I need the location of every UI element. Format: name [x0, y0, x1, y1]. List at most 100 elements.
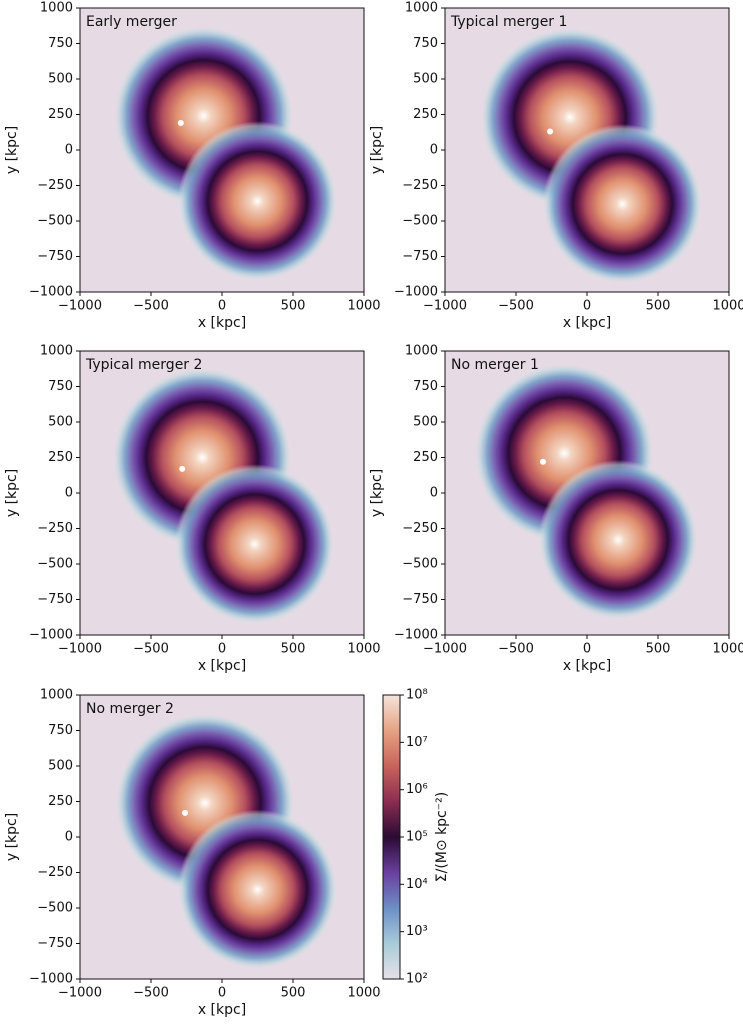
- y-tick-label: −500: [402, 214, 438, 229]
- colorbar-tick-label: 10⁷: [406, 735, 428, 750]
- y-tick-label: 1000: [405, 1, 438, 16]
- y-tick-label: −250: [37, 865, 73, 880]
- y-tick-label: 500: [413, 415, 438, 430]
- y-tick-label: 250: [413, 107, 438, 122]
- density-field: [479, 27, 703, 284]
- x-tick-label: 500: [646, 642, 671, 657]
- y-tick-label: −750: [402, 592, 438, 607]
- x-tick-label: 1000: [712, 299, 743, 314]
- y-axis-label: y [kpc]: [369, 469, 385, 517]
- x-tick-label: −1000: [58, 986, 102, 1001]
- density-field: [113, 25, 338, 282]
- panel: −1000 −500 0 500 1000 −1000 −750 −500 −250 0 250 50…: [369, 1, 743, 332]
- y-tick-label: −1000: [394, 628, 438, 643]
- y-tick-label: −1000: [29, 285, 73, 300]
- x-tick-label: −500: [133, 642, 169, 657]
- y-tick-label: 0: [65, 830, 73, 845]
- y-tick-label: −750: [37, 936, 73, 951]
- colorbar-tick-label: 10⁵: [406, 830, 428, 845]
- y-tick-label: −500: [37, 901, 73, 916]
- subhalo: [179, 465, 186, 472]
- x-axis-label: x [kpc]: [198, 1002, 246, 1018]
- x-tick-label: 500: [281, 986, 306, 1001]
- panel-title: Typical merger 2: [85, 357, 202, 373]
- y-tick-label: −250: [37, 178, 73, 193]
- y-tick-label: −250: [402, 521, 438, 536]
- subhalo: [547, 128, 554, 135]
- x-tick-label: 500: [281, 642, 306, 657]
- y-tick-label: −250: [37, 521, 73, 536]
- y-tick-label: 250: [413, 450, 438, 465]
- y-tick-label: 1000: [40, 688, 73, 703]
- y-tick-label: 0: [65, 486, 73, 501]
- panel-title: No merger 1: [451, 357, 539, 373]
- halo: [177, 809, 338, 970]
- y-tick-label: 500: [413, 72, 438, 87]
- x-tick-label: −1000: [423, 299, 467, 314]
- panel: −1000 −500 0 500 1000 −1000 −750 −500 −250 0 250 50…: [4, 344, 381, 675]
- density-field: [112, 367, 335, 625]
- halo: [538, 459, 699, 620]
- y-tick-label: 0: [430, 486, 438, 501]
- x-tick-label: 0: [218, 642, 226, 657]
- y-tick-label: 1000: [405, 344, 438, 359]
- subhalo: [177, 120, 184, 127]
- density-field: [474, 363, 699, 620]
- panel-title: Early merger: [86, 14, 177, 30]
- y-axis-label: y [kpc]: [4, 469, 20, 517]
- y-tick-label: 0: [65, 143, 73, 158]
- y-tick-label: 500: [48, 759, 73, 774]
- y-tick-label: −1000: [29, 972, 73, 987]
- y-axis-label: y [kpc]: [369, 126, 385, 174]
- y-tick-label: −1000: [394, 285, 438, 300]
- x-tick-label: −1000: [58, 299, 102, 314]
- y-tick-label: −750: [402, 249, 438, 264]
- y-tick-label: −750: [37, 592, 73, 607]
- panel-title: No merger 2: [86, 701, 174, 717]
- y-tick-label: 0: [430, 143, 438, 158]
- y-tick-label: −500: [402, 557, 438, 572]
- halo: [177, 121, 338, 282]
- x-tick-label: 1000: [347, 986, 380, 1001]
- x-axis-label: x [kpc]: [563, 315, 611, 331]
- x-tick-label: 1000: [347, 642, 380, 657]
- y-tick-label: 250: [48, 107, 73, 122]
- x-tick-label: −500: [133, 299, 169, 314]
- x-tick-label: −1000: [58, 642, 102, 657]
- density-field: [114, 712, 338, 970]
- y-tick-label: 750: [413, 36, 438, 51]
- y-tick-label: −500: [37, 557, 73, 572]
- panel: −1000 −500 0 500 1000 −1000 −750 −500 −250 0 250 50…: [369, 344, 743, 675]
- x-tick-label: 0: [218, 986, 226, 1001]
- y-tick-label: 1000: [40, 344, 73, 359]
- y-tick-label: 500: [48, 72, 73, 87]
- x-tick-label: 0: [583, 299, 591, 314]
- y-tick-label: 750: [48, 36, 73, 51]
- y-tick-label: 750: [48, 379, 73, 394]
- y-tick-label: 250: [48, 450, 73, 465]
- x-axis-label: x [kpc]: [198, 658, 246, 674]
- y-tick-label: 750: [413, 379, 438, 394]
- x-tick-label: −500: [133, 986, 169, 1001]
- panel-title: Typical merger 1: [450, 14, 567, 30]
- x-axis-label: x [kpc]: [563, 658, 611, 674]
- subhalo: [539, 458, 546, 465]
- y-axis-label: y [kpc]: [4, 126, 20, 174]
- panel: −1000 −500 0 500 1000 −1000 −750 −500 −250 0 250 50…: [4, 688, 381, 1019]
- x-tick-label: 0: [583, 642, 591, 657]
- colorbar-tick-label: 10⁶: [406, 782, 428, 797]
- x-tick-label: −500: [498, 642, 534, 657]
- y-tick-label: 1000: [40, 1, 73, 16]
- y-tick-label: −1000: [29, 628, 73, 643]
- y-tick-label: −500: [37, 214, 73, 229]
- x-tick-label: 1000: [712, 642, 743, 657]
- y-tick-label: 750: [48, 723, 73, 738]
- y-tick-label: 250: [48, 794, 73, 809]
- y-axis-label: y [kpc]: [4, 813, 20, 861]
- x-tick-label: 500: [646, 299, 671, 314]
- colorbar: 10² 10³ 10⁴ 10⁵ 10⁶ 10⁷ 10⁸ Σ/(M⊙ kpc⁻²): [382, 688, 450, 987]
- y-tick-label: −250: [402, 178, 438, 193]
- x-tick-label: 500: [281, 299, 306, 314]
- colorbar-label: Σ/(M⊙ kpc⁻²): [434, 792, 450, 882]
